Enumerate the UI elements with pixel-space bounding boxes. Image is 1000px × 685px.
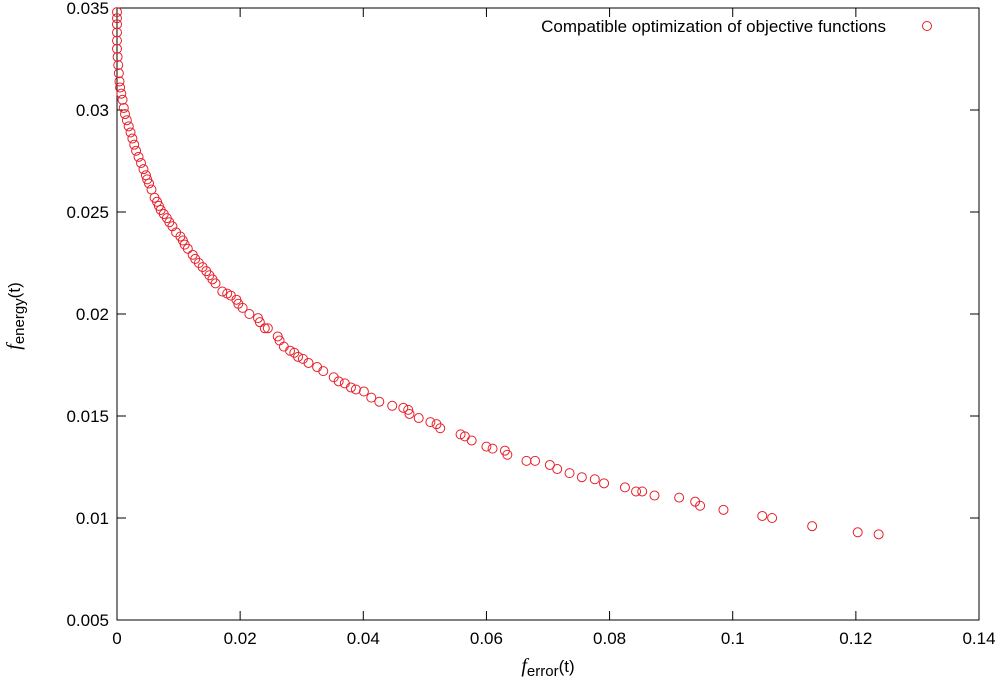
point xyxy=(112,27,122,38)
x-tick-label: 0.04 xyxy=(347,629,380,648)
point xyxy=(112,51,123,62)
point xyxy=(115,82,126,93)
point xyxy=(599,478,610,489)
x-tick-label: 0.02 xyxy=(224,629,257,648)
point xyxy=(619,482,630,493)
point xyxy=(112,43,122,54)
point xyxy=(222,288,233,299)
point xyxy=(345,382,356,393)
point xyxy=(637,486,648,497)
point xyxy=(576,472,587,483)
point xyxy=(136,158,147,169)
point xyxy=(873,529,884,540)
x-axis-label: ferror(t) xyxy=(521,655,574,680)
point xyxy=(112,35,122,46)
point xyxy=(116,88,127,99)
point xyxy=(121,115,132,126)
x-tick-label: 0.14 xyxy=(962,629,995,648)
point xyxy=(425,417,436,428)
point xyxy=(259,323,270,334)
point xyxy=(112,13,122,24)
point xyxy=(114,76,125,87)
y-tick-label: 0.03 xyxy=(76,101,109,120)
y-tick-label: 0.015 xyxy=(66,407,109,426)
point xyxy=(131,145,142,156)
point xyxy=(387,400,398,411)
point xyxy=(118,102,129,113)
point xyxy=(140,170,151,181)
point xyxy=(262,323,273,334)
y-tick-label: 0.035 xyxy=(66,0,109,18)
point xyxy=(112,7,122,18)
point xyxy=(481,441,492,452)
point xyxy=(564,468,575,479)
point xyxy=(674,492,685,503)
point xyxy=(521,455,532,466)
point xyxy=(113,68,124,79)
point xyxy=(499,445,510,456)
point xyxy=(413,413,424,424)
point xyxy=(757,510,768,521)
point xyxy=(244,309,255,319)
x-tick-label: 0.1 xyxy=(721,629,745,648)
y-tick-label: 0.025 xyxy=(66,203,109,222)
point xyxy=(125,127,136,138)
point xyxy=(544,459,555,470)
point xyxy=(366,392,377,403)
x-tick-label: 0.08 xyxy=(593,629,626,648)
plot-frame xyxy=(116,7,980,621)
point xyxy=(187,249,198,260)
point xyxy=(718,504,729,515)
y-tick-label: 0.02 xyxy=(76,305,109,324)
point xyxy=(113,60,124,71)
point xyxy=(123,121,134,132)
point xyxy=(530,455,541,466)
point xyxy=(171,227,182,238)
point xyxy=(217,286,228,297)
point xyxy=(852,527,863,538)
point xyxy=(339,378,350,389)
point xyxy=(358,386,369,397)
point xyxy=(466,435,477,446)
point xyxy=(589,474,600,485)
point xyxy=(328,372,339,383)
point xyxy=(404,408,415,419)
point xyxy=(297,353,308,364)
point xyxy=(272,331,283,342)
legend-marker xyxy=(922,21,932,31)
point xyxy=(112,19,122,30)
point xyxy=(403,404,414,415)
point xyxy=(133,151,144,162)
point xyxy=(487,443,498,454)
y-tick-label: 0.005 xyxy=(66,611,109,630)
point xyxy=(374,396,385,407)
point xyxy=(129,139,140,150)
point xyxy=(455,429,466,440)
point xyxy=(350,384,361,395)
point xyxy=(767,513,778,523)
x-tick-label: 0.12 xyxy=(839,629,872,648)
point xyxy=(138,164,149,175)
point xyxy=(431,419,442,430)
point xyxy=(142,174,153,185)
point xyxy=(690,496,701,507)
point xyxy=(117,94,128,105)
legend-label: Compatible optimization of objective fun… xyxy=(541,17,886,36)
point xyxy=(318,366,329,377)
point xyxy=(127,133,138,144)
point xyxy=(252,313,263,324)
point xyxy=(278,341,289,352)
point xyxy=(398,402,409,413)
point xyxy=(312,362,323,373)
point xyxy=(631,486,642,497)
point xyxy=(649,490,660,501)
point xyxy=(120,109,131,120)
point xyxy=(807,521,818,532)
y-tick-label: 0.01 xyxy=(76,509,109,528)
x-tick-label: 0 xyxy=(112,629,121,648)
y-axis-label: fenergy(t) xyxy=(3,282,28,349)
point xyxy=(146,184,157,195)
x-tick-label: 0.06 xyxy=(470,629,503,648)
